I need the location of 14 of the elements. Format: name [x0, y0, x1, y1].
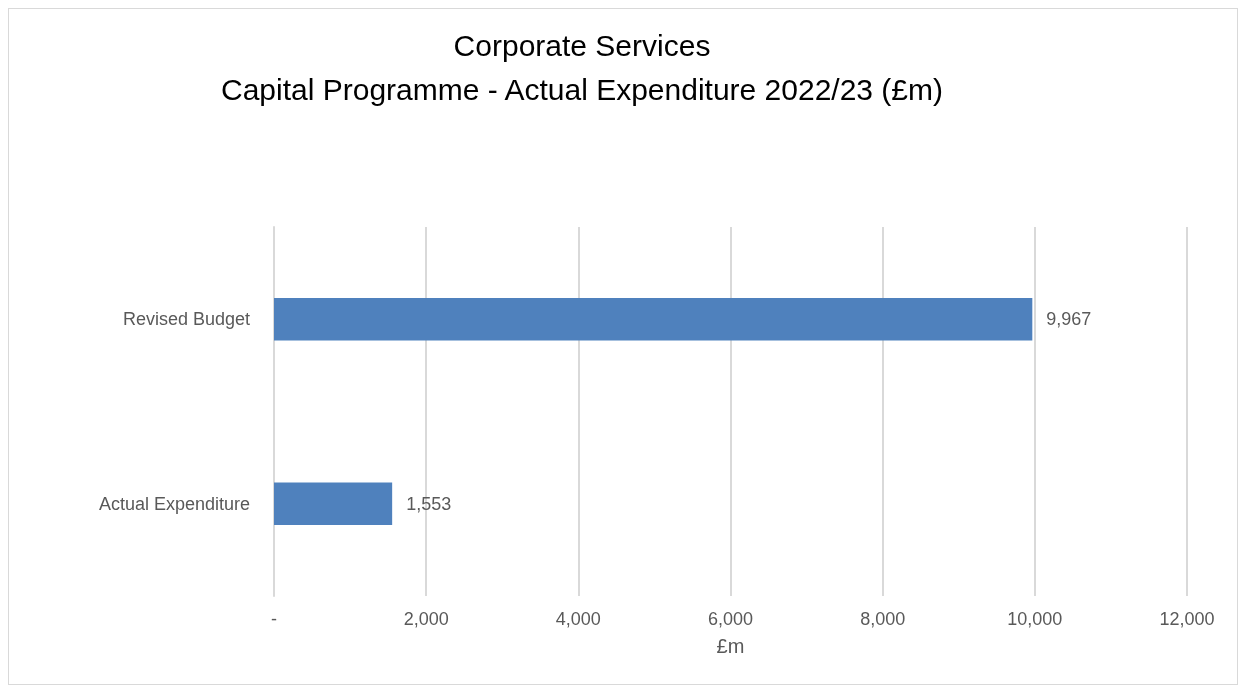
x-tick-label: -	[271, 609, 277, 629]
chart-subtitle: Capital Programme - Actual Expenditure 2022/23 (£m)	[220, 72, 944, 106]
y-tick-label: Revised Budget	[122, 309, 250, 330]
x-tick-label: 6,000	[707, 609, 754, 629]
x-tick-label: 12,000	[1159, 609, 1215, 629]
x-tick-label: 2,000	[403, 609, 449, 629]
y-tick-label: Actual Expenditure	[98, 493, 250, 514]
x-tick-label: 10,000	[1007, 609, 1063, 629]
x-tick-label: 8,000	[860, 609, 906, 629]
data-label: 1,553	[406, 493, 452, 514]
x-tick-label: 4,000	[555, 609, 601, 629]
chart-title: Corporate Services	[453, 28, 711, 62]
x-axis-title: £m	[716, 635, 745, 657]
data-label: 9,967	[1046, 309, 1092, 330]
